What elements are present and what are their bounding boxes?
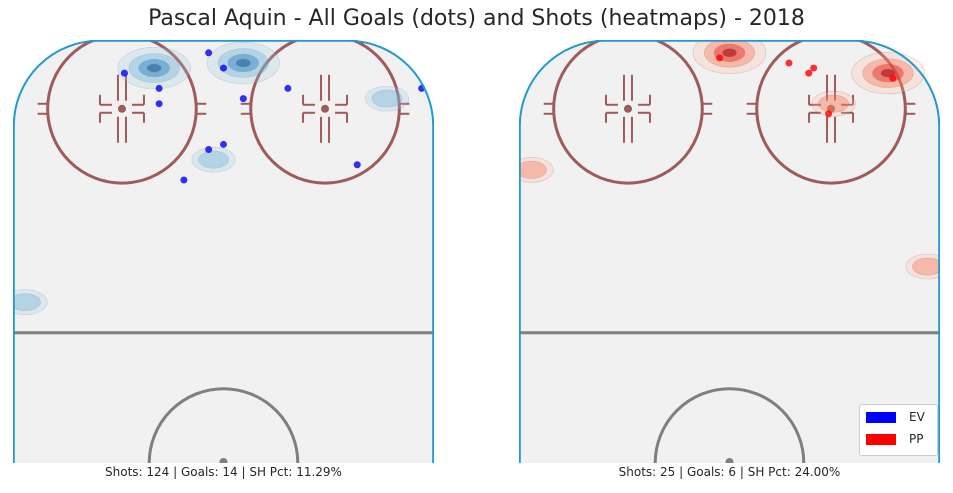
- shot-density-contour: [236, 58, 251, 68]
- goal-point: [239, 95, 247, 103]
- legend-swatch-pp: [866, 434, 896, 445]
- goal-point: [785, 59, 793, 67]
- shot-density-contour: [519, 160, 547, 179]
- goal-point: [205, 49, 213, 57]
- legend-swatch-ev: [866, 412, 896, 423]
- shot-density-contour: [146, 63, 162, 73]
- center-circle: [147, 387, 300, 463]
- center-dot: [219, 458, 228, 463]
- shot-density-contour: [722, 48, 737, 58]
- ice-surface: [13, 40, 434, 463]
- goal-point: [205, 146, 213, 154]
- goal-point: [155, 100, 163, 108]
- shot-density-contour: [811, 90, 856, 117]
- goal-point: [889, 74, 897, 82]
- shot-density-contour: [198, 150, 230, 169]
- faceoff-circle-left: [46, 40, 198, 185]
- center-dot: [725, 458, 734, 463]
- goal-point: [716, 54, 724, 62]
- goal-point: [180, 176, 188, 184]
- goal-point: [284, 84, 292, 92]
- ice-surface: [519, 40, 940, 463]
- faceoff-dot-left: [623, 104, 632, 113]
- goal-point: [353, 161, 361, 169]
- goal-point: [120, 69, 128, 77]
- shot-density-contour: [912, 257, 940, 276]
- faceoff-dot-right: [321, 104, 330, 113]
- chart-title: Pascal Aquin - All Goals (dots) and Shot…: [148, 6, 805, 31]
- rink-left: [13, 40, 434, 463]
- faceoff-circle-right: [755, 40, 907, 185]
- boards: [13, 40, 434, 463]
- rink-right: [519, 40, 940, 463]
- shot-density-contour: [818, 94, 849, 113]
- shot-density-contour: [191, 146, 236, 173]
- legend: EV PP: [859, 404, 938, 456]
- goal-point: [805, 69, 813, 77]
- legend-label-ev: EV: [909, 410, 925, 424]
- goal-point: [810, 64, 818, 72]
- shot-density-contour: [905, 253, 940, 280]
- shot-density-contour: [519, 157, 554, 183]
- center-circle: [653, 387, 806, 463]
- shot-density-contour: [371, 89, 403, 108]
- stats-caption-right: Shots: 25 | Goals: 6 | SH Pct: 24.00%: [618, 465, 841, 479]
- goal-point: [220, 64, 227, 72]
- goal-point: [220, 140, 227, 148]
- shot-density-contour: [364, 85, 410, 112]
- legend-label-pp: PP: [909, 432, 924, 446]
- goal-point: [155, 84, 163, 92]
- faceoff-circle-left: [552, 40, 704, 185]
- goal-point: [825, 110, 833, 118]
- faceoff-dot-left: [117, 104, 126, 113]
- boards: [519, 40, 940, 463]
- shot-density-contour: [13, 293, 41, 312]
- faceoff-circle-right: [249, 40, 401, 185]
- shot-density-contour: [13, 289, 48, 315]
- stats-caption-left: Shots: 124 | Goals: 14 | SH Pct: 11.29%: [105, 465, 342, 479]
